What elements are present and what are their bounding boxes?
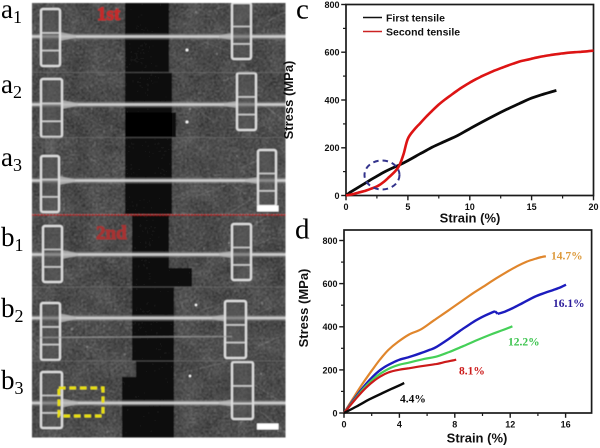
svg-text:14.7%: 14.7% (551, 251, 583, 263)
svg-text:Stress (MPa): Stress (MPa) (296, 269, 311, 348)
svg-text:20: 20 (588, 202, 598, 212)
svg-text:4.4%: 4.4% (400, 394, 426, 406)
svg-text:400: 400 (324, 95, 339, 105)
svg-text:8: 8 (452, 420, 457, 430)
svg-text:0: 0 (341, 420, 346, 430)
svg-text:Strain (%): Strain (%) (447, 431, 508, 446)
svg-text:4: 4 (397, 420, 402, 430)
svg-text:800: 800 (322, 236, 337, 246)
svg-text:1st: 1st (97, 4, 121, 25)
svg-text:200: 200 (324, 143, 339, 153)
svg-text:8.1%: 8.1% (459, 366, 485, 378)
svg-text:a1: a1 (1, 0, 22, 27)
svg-text:600: 600 (324, 48, 339, 58)
svg-text:Second tensile: Second tensile (386, 27, 460, 39)
svg-text:Stress (MPa): Stress (MPa) (281, 61, 296, 140)
svg-text:12.2%: 12.2% (508, 337, 540, 349)
svg-text:d: d (295, 214, 310, 246)
svg-text:16.1%: 16.1% (553, 298, 585, 310)
svg-text:First tensile: First tensile (386, 13, 445, 25)
svg-text:0: 0 (332, 408, 337, 418)
svg-text:200: 200 (322, 365, 337, 375)
svg-text:5: 5 (405, 202, 410, 212)
svg-text:15: 15 (527, 202, 537, 212)
svg-text:400: 400 (322, 322, 337, 332)
svg-text:800: 800 (324, 0, 339, 10)
svg-text:c: c (296, 0, 309, 26)
svg-text:Strain (%): Strain (%) (440, 211, 501, 226)
svg-text:600: 600 (322, 279, 337, 289)
svg-text:12: 12 (505, 420, 515, 430)
svg-text:10: 10 (465, 202, 475, 212)
svg-text:16: 16 (561, 420, 571, 430)
svg-text:0: 0 (343, 202, 348, 212)
svg-text:0: 0 (334, 191, 339, 201)
svg-text:2nd: 2nd (96, 223, 127, 244)
